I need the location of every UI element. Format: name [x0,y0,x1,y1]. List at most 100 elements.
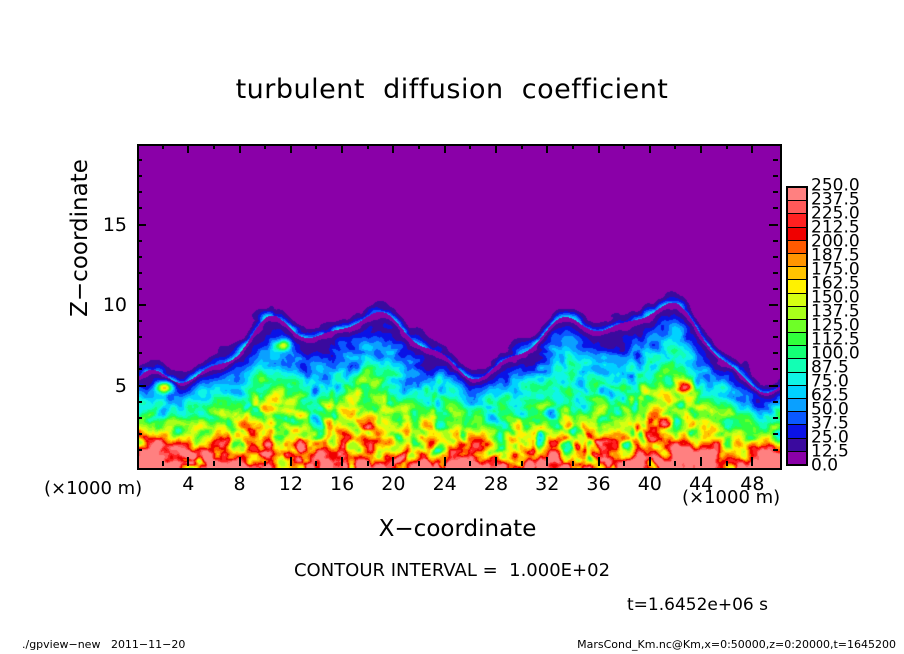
colorbar[interactable] [786,186,808,466]
x-tick-top [392,144,394,153]
x-tick [623,461,625,466]
x-tick-top [444,144,446,153]
y-tick-right [769,304,778,306]
y-tick-right [773,191,778,193]
colorbar-tick-label: 50.0 [811,399,849,420]
x-tick-label: 8 [233,473,246,495]
x-tick [572,461,574,466]
x-tick [521,461,523,466]
colorbar-tick-label: 212.5 [811,217,860,238]
y-tick [137,175,142,177]
y-tick-right [773,288,778,290]
colorbar-tick-label: 187.5 [811,245,860,266]
y-tick [137,272,142,274]
x-tick-label: 20 [381,473,406,495]
y-tick [137,256,142,258]
colorbar-band [788,451,806,464]
colorbar-tick-label: 87.5 [811,357,849,378]
y-axis-title: Z−coordinate [67,159,93,317]
contour-interval-note: CONTOUR INTERVAL = 1.000E+02 [293,560,611,581]
x-tick-label: 4 [182,473,195,495]
y-tick [137,385,146,387]
colorbar-band [788,425,806,439]
y-tick-right [773,240,778,242]
y-tick-right [773,352,778,354]
colorbar-tick-label: 137.5 [811,301,860,322]
x-tick-top [521,144,523,149]
x-axis-title: X−coordinate [378,516,537,542]
x-tick-top [623,144,625,149]
x-tick-top [700,144,702,153]
x-tick [341,457,343,466]
x-tick-top [367,144,369,149]
x-tick [367,461,369,466]
colorbar-band [788,267,806,281]
colorbar-band [788,346,806,360]
colorbar-tick-label: 112.5 [811,329,860,350]
y-tick-right [773,449,778,451]
colorbar-label-group: 250.0 237.5 225.0 212.5 200.0 187.5 175.0 162.5… [811,177,901,474]
y-tick-right [773,417,778,419]
y-tick-right [773,368,778,370]
x-tick [674,461,676,466]
colorbar-tick-label: 37.5 [811,413,849,434]
x-tick-label: 36 [586,473,611,495]
x-tick [264,461,266,466]
x-tick [444,457,446,466]
x-tick-top [290,144,292,153]
colorbar-tick-label: 75.0 [811,371,849,392]
y-tick [137,288,142,290]
y-tick [137,368,142,370]
colorbar-tick-label: 62.5 [811,385,849,406]
x-tick-top [418,144,420,149]
y-tick-right [773,401,778,403]
x-tick [239,457,241,466]
colorbar-tick-label: 200.0 [811,231,860,252]
contour-plot-panel[interactable] [137,144,782,470]
y-tick-right [773,207,778,209]
colorbar-band [788,412,806,426]
colorbar-band [788,280,806,294]
y-tick-label: 10 [102,294,127,316]
x-tick-top [572,144,574,149]
colorbar-tick-label: 237.5 [811,189,860,210]
y-tick [137,191,142,193]
y-tick [137,240,142,242]
x-tick-label: 44 [688,473,714,495]
y-tick [137,449,142,451]
colorbar-band [788,319,806,334]
colorbar-tick-label: 175.0 [811,259,860,280]
y-tick-right [773,256,778,258]
y-tick-label: 5 [114,374,127,397]
colorbar-tick-label: 0.0 [811,455,839,476]
x-tick-top [469,144,471,149]
y-tick-right [769,224,778,226]
x-tick-label: 16 [330,473,355,495]
colorbar-band [788,293,806,307]
y-tick-right [769,385,778,387]
y-tick-right [773,175,778,177]
colorbar-band [788,240,806,254]
colorbar-tick-label: 250.0 [811,175,860,196]
y-tick-right [773,272,778,274]
x-tick [700,457,702,466]
x-tick [598,457,600,466]
x-tick-top [315,144,317,149]
x-tick [418,461,420,466]
x-tick-top [495,144,497,153]
page-title: turbulent diffusion coefficient [235,74,669,105]
x-tick-label: 40 [637,473,662,495]
y-tick-label: 15 [102,213,127,236]
x-unit-label-right: (×1000 m) [682,487,781,508]
x-tick-top [264,144,266,149]
colorbar-band [788,253,806,268]
x-tick-label: 12 [278,473,303,495]
x-tick-top [239,144,241,153]
colorbar-band [788,306,806,320]
x-tick-top [162,144,164,149]
x-unit-label-left: (×1000 m) [44,478,143,499]
x-tick [315,461,317,466]
y-tick-right [773,320,778,322]
x-tick-top [649,144,651,153]
